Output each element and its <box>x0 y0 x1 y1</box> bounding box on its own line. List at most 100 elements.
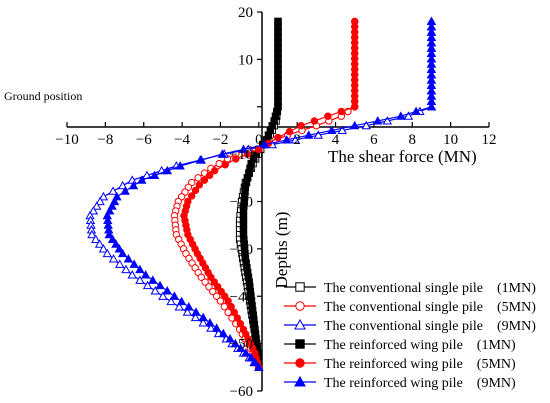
y-tick-label: 10 <box>238 52 253 68</box>
series-point <box>117 180 128 190</box>
x-tick-label: 2 <box>293 132 301 148</box>
series-line <box>106 21 433 368</box>
series-point <box>221 161 229 169</box>
series-3 <box>85 16 437 371</box>
series-point <box>337 125 347 135</box>
series-point <box>150 286 160 295</box>
legend-marker <box>295 339 305 349</box>
series-4 <box>239 17 282 372</box>
series-point <box>135 264 145 274</box>
x-tick-label: −4 <box>174 132 190 148</box>
series-point <box>238 144 249 153</box>
series-point <box>137 175 147 184</box>
x-tick-label: −6 <box>136 132 152 148</box>
series-point <box>297 122 305 130</box>
series-2 <box>170 17 359 372</box>
series-point <box>327 125 337 135</box>
series-point <box>230 338 241 348</box>
series-point <box>227 302 235 311</box>
series-point <box>218 328 229 338</box>
legend-marker <box>295 301 305 311</box>
series-point <box>274 133 282 142</box>
y-tick-label: −40 <box>230 289 253 305</box>
series-point <box>403 111 414 120</box>
legend-label: The reinforced wing pile (1MN) <box>324 338 516 353</box>
series-point <box>121 264 131 274</box>
x-tick-label: 12 <box>482 132 497 148</box>
x-tick-label: 8 <box>409 132 417 148</box>
series-point <box>120 186 130 195</box>
series-line <box>183 21 356 368</box>
series-point <box>230 308 238 317</box>
series-point <box>91 234 101 243</box>
legend-entry-5: The reinforced wing pile (5MN) <box>284 357 516 372</box>
series-5 <box>180 17 359 372</box>
series-point <box>117 248 128 258</box>
series-point <box>115 259 125 268</box>
series-point <box>259 139 270 149</box>
series-point <box>158 291 168 300</box>
series-point <box>190 312 201 322</box>
y-tick-label: 20 <box>238 5 253 21</box>
legend-entry-4: The reinforced wing pile (1MN) <box>284 338 516 353</box>
series-point <box>254 362 264 371</box>
series-point <box>194 174 202 182</box>
series-point <box>142 280 153 290</box>
series-point <box>201 278 209 286</box>
series-point <box>211 167 219 175</box>
series-point <box>235 343 246 352</box>
legend-entry-3: The conventional single pile (9MN) <box>284 318 536 334</box>
series-point <box>187 192 196 200</box>
series-point <box>205 283 213 291</box>
series-point <box>206 323 216 332</box>
y-tick-label: −10 <box>230 147 253 163</box>
y-tick-label: −20 <box>230 195 253 211</box>
series-point <box>411 106 421 116</box>
series-point <box>215 159 223 168</box>
series-point <box>104 229 114 239</box>
series-point <box>94 239 105 248</box>
series-point <box>148 275 158 284</box>
axes <box>66 11 490 392</box>
series-point <box>241 348 251 357</box>
series-6 <box>102 16 437 371</box>
series-point <box>205 171 214 180</box>
x-axis-title: The shear force (MN) <box>328 147 477 166</box>
series-point <box>351 103 359 111</box>
series-point <box>209 287 217 296</box>
series-point <box>313 130 323 139</box>
y-tick-label: −30 <box>230 242 253 258</box>
series-point <box>182 307 193 316</box>
series-point <box>196 155 206 164</box>
series-point <box>149 170 160 180</box>
series-point <box>108 186 118 195</box>
series-point <box>246 352 256 362</box>
legend-label: The conventional single pile (9MN) <box>324 319 536 334</box>
series-point <box>92 201 102 210</box>
series-line <box>173 21 356 368</box>
series-point <box>107 234 118 243</box>
series-point <box>217 149 228 158</box>
x-tick-label: 10 <box>443 132 458 148</box>
series-point <box>155 280 165 290</box>
series-point <box>236 320 245 328</box>
series-point <box>98 244 109 253</box>
x-tick-label: 0 <box>255 132 263 148</box>
series-point <box>281 135 292 144</box>
series-point <box>108 254 119 263</box>
series-point <box>337 107 345 116</box>
series-point <box>426 101 437 111</box>
series-point <box>135 275 145 284</box>
series-point <box>224 297 232 305</box>
ground-position-label: Ground position <box>4 89 82 103</box>
legend-marker <box>294 318 306 330</box>
series-layer <box>85 16 437 372</box>
series-point <box>191 307 201 316</box>
legend-label: The conventional single pile (5MN) <box>324 300 536 315</box>
series-point <box>87 229 97 239</box>
series-point <box>174 302 184 311</box>
legend-label: The reinforced wing pile (9MN) <box>324 376 516 391</box>
legend-marker <box>295 282 305 292</box>
series-point <box>211 323 222 332</box>
